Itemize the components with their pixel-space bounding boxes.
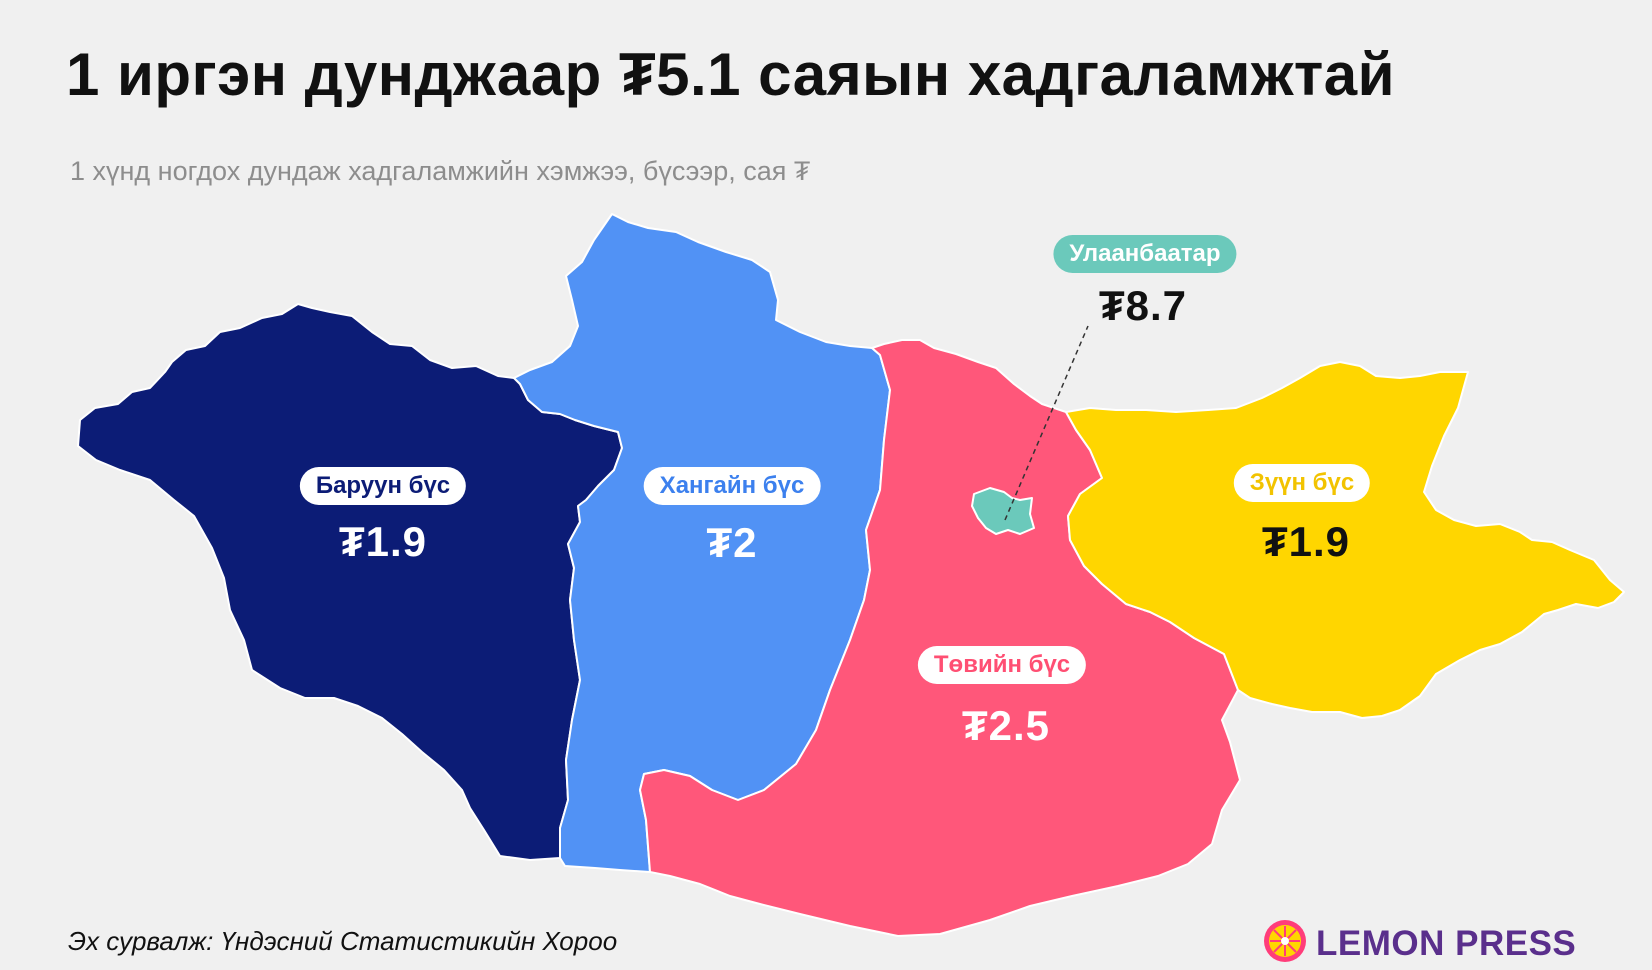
brand-logo: LEMON PRESS [1262,918,1576,969]
region-value-east: ₮1.9 [1261,518,1351,565]
brand-name: LEMON PRESS [1316,923,1577,963]
ulaanbaatar-leader-line [1004,325,1089,521]
page-title: 1 иргэн дунджаар ₮5.1 саяын хадгаламжтай [66,41,1396,108]
region-label-khangai: Хангайн бүс [643,467,821,505]
region-value-khangai: ₮2 [706,519,758,566]
region-label-central: Төвийн бүс [917,646,1087,684]
lemon-icon [1262,918,1308,969]
region-value-central: ₮2.5 [961,702,1051,749]
region-central [639,339,1241,937]
region-label-west: Баруун бүс [299,467,467,505]
region-label-ulaanbaatar: Улаанбаатар [1053,235,1237,273]
region-label-east: Зүүн бүс [1233,464,1371,502]
region-ulaanbaatar [971,487,1035,535]
region-value-west: ₮1.9 [338,518,428,565]
region-value-ulaanbaatar: ₮8.7 [1098,282,1188,329]
region-east [1065,361,1625,719]
region-khangai [513,213,891,873]
source-note: Эх сурвалж: Үндэсний Статистикийн Хороо [68,926,618,956]
page-subtitle: 1 хүнд ногдох дундаж хадгаламжийн хэмжээ… [70,156,811,186]
